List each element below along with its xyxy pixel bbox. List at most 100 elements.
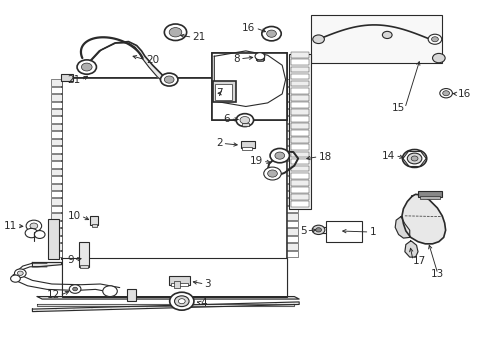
- Bar: [241, 141, 254, 148]
- Bar: [80, 265, 87, 268]
- Circle shape: [69, 285, 81, 293]
- Bar: [290, 194, 309, 200]
- Polygon shape: [404, 241, 417, 257]
- Bar: [61, 78, 286, 259]
- Text: 16: 16: [457, 89, 470, 99]
- Bar: [286, 236, 297, 242]
- Bar: [51, 251, 61, 257]
- Circle shape: [26, 220, 41, 231]
- Circle shape: [15, 269, 26, 278]
- Bar: [290, 109, 309, 115]
- Bar: [51, 243, 61, 249]
- Bar: [290, 173, 309, 179]
- Bar: [51, 191, 61, 198]
- Text: 1: 1: [369, 227, 375, 237]
- Bar: [51, 161, 61, 168]
- Bar: [51, 169, 61, 175]
- Bar: [51, 221, 61, 227]
- Circle shape: [312, 225, 324, 234]
- Bar: [286, 221, 297, 227]
- Bar: [127, 289, 136, 301]
- Circle shape: [11, 275, 20, 282]
- Circle shape: [18, 271, 23, 275]
- Polygon shape: [32, 262, 61, 267]
- Polygon shape: [32, 302, 299, 312]
- Text: 10: 10: [68, 211, 81, 221]
- Circle shape: [255, 53, 264, 60]
- Bar: [169, 276, 189, 285]
- Bar: [61, 74, 73, 81]
- Bar: [51, 206, 61, 212]
- Bar: [290, 180, 309, 186]
- Bar: [290, 123, 309, 129]
- Bar: [51, 198, 61, 205]
- Bar: [290, 159, 309, 165]
- Polygon shape: [37, 297, 299, 299]
- Bar: [286, 251, 297, 257]
- Circle shape: [382, 31, 391, 39]
- Circle shape: [267, 170, 277, 177]
- Circle shape: [315, 228, 321, 232]
- Text: 20: 20: [145, 55, 159, 65]
- Bar: [286, 228, 297, 235]
- Bar: [61, 258, 286, 297]
- Bar: [290, 95, 309, 100]
- Bar: [242, 147, 252, 149]
- Bar: [48, 220, 59, 259]
- Bar: [286, 161, 297, 168]
- Bar: [417, 191, 441, 197]
- Circle shape: [427, 34, 441, 44]
- Text: 15: 15: [391, 103, 404, 113]
- Bar: [171, 283, 187, 286]
- Circle shape: [102, 286, 117, 297]
- Bar: [174, 281, 180, 288]
- Bar: [51, 102, 61, 108]
- Bar: [289, 54, 311, 209]
- Bar: [286, 139, 297, 145]
- Bar: [290, 144, 309, 150]
- Bar: [290, 81, 309, 86]
- Circle shape: [439, 89, 451, 98]
- Bar: [290, 102, 309, 108]
- Text: 14: 14: [381, 150, 394, 161]
- Circle shape: [261, 27, 281, 41]
- Circle shape: [169, 292, 194, 310]
- Bar: [257, 58, 262, 60]
- Bar: [51, 94, 61, 100]
- Bar: [311, 15, 441, 63]
- Text: 2: 2: [216, 139, 222, 148]
- Text: 6: 6: [223, 114, 230, 124]
- Bar: [286, 102, 297, 108]
- Bar: [286, 87, 297, 93]
- Bar: [286, 213, 297, 220]
- Polygon shape: [394, 217, 409, 238]
- Bar: [290, 67, 309, 72]
- Circle shape: [431, 37, 437, 42]
- Polygon shape: [214, 51, 285, 107]
- Bar: [51, 184, 61, 190]
- Bar: [290, 166, 309, 171]
- Bar: [290, 187, 309, 193]
- Bar: [51, 79, 61, 86]
- Text: 7: 7: [216, 88, 223, 98]
- Bar: [51, 213, 61, 220]
- Bar: [286, 154, 297, 160]
- Bar: [255, 53, 264, 60]
- Circle shape: [263, 167, 281, 180]
- Text: 8: 8: [233, 54, 240, 64]
- Bar: [286, 198, 297, 205]
- Circle shape: [30, 223, 38, 229]
- Circle shape: [160, 73, 178, 86]
- Bar: [290, 73, 309, 79]
- Text: 12: 12: [46, 291, 60, 301]
- Bar: [286, 117, 297, 123]
- Bar: [242, 123, 248, 126]
- Bar: [51, 109, 61, 116]
- Bar: [51, 146, 61, 153]
- Bar: [89, 216, 98, 225]
- Bar: [286, 131, 297, 138]
- Circle shape: [169, 28, 182, 37]
- Bar: [51, 131, 61, 138]
- Bar: [51, 176, 61, 183]
- Circle shape: [164, 76, 174, 83]
